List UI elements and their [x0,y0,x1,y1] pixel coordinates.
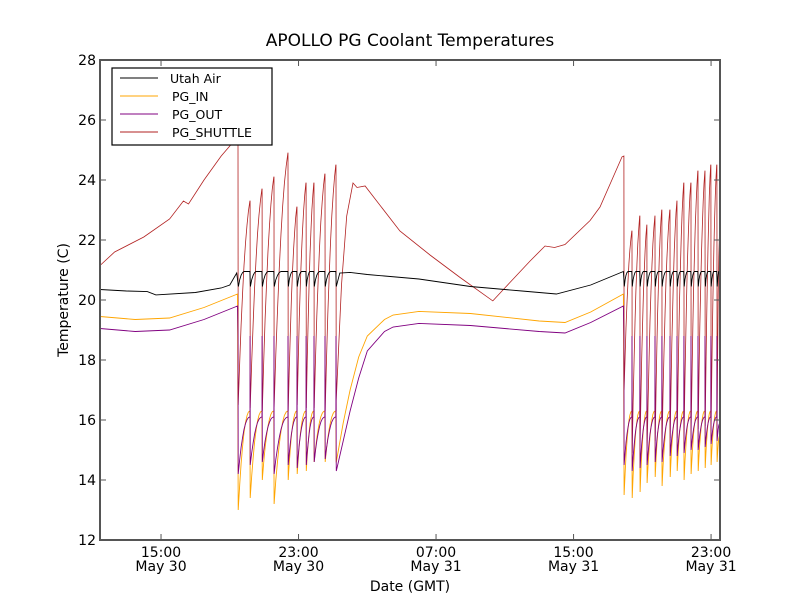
y-tick-label: 26 [78,113,96,129]
y-tick-label: 28 [78,53,96,69]
x-tick-label-date: May 31 [548,559,599,575]
legend: Utah Air PG_IN PG_OUT PG_SHUTTLE [111,67,273,146]
x-tick-label-time: 15:00 [553,545,593,561]
y-tick-label: 12 [78,533,96,549]
y-tick-label: 24 [78,173,96,189]
y-axis-label: Temperature (C) [56,243,72,358]
y-tick-label: 18 [78,353,96,369]
y-axis: 12 14 16 18 20 22 24 26 28 [78,53,720,549]
x-tick-label-time: 07:00 [416,545,456,561]
y-tick-label: 22 [78,233,96,249]
x-tick-label-date: May 31 [410,559,461,575]
x-tick-label-time: 23:00 [278,545,318,561]
legend-label: PG_OUT [172,107,222,122]
legend-label: PG_SHUTTLE [172,125,252,140]
x-tick-label-date: May 30 [273,559,324,575]
y-tick-label: 20 [78,293,96,309]
x-tick-label-time: 15:00 [141,545,181,561]
x-tick-label-date: May 31 [685,559,736,575]
y-tick-label: 16 [78,413,96,429]
chart-title: APOLLO PG Coolant Temperatures [266,31,555,51]
x-tick-label-time: 23:00 [691,545,731,561]
x-tick-label-date: May 30 [135,559,186,575]
x-axis-label: Date (GMT) [370,579,450,595]
y-tick-label: 14 [78,473,96,489]
legend-label: Utah Air [170,71,222,86]
legend-label: PG_IN [172,89,209,104]
series-line-utah-air [100,270,720,296]
series-layer [100,137,720,511]
series-line-pg-out [100,305,720,475]
series-line-pg-shuttle [100,137,720,454]
